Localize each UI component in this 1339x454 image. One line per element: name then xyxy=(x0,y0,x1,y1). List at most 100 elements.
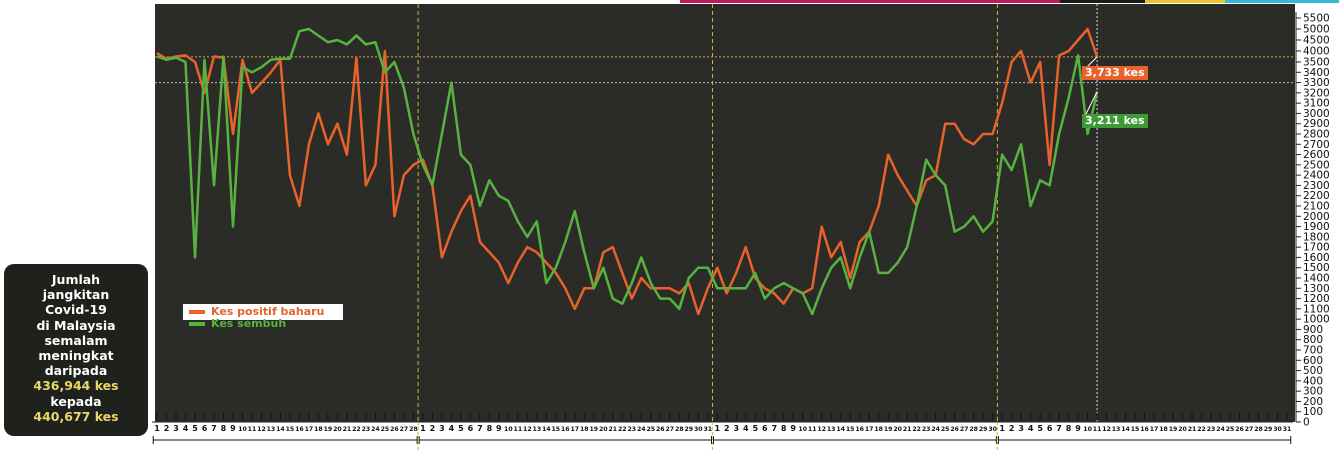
x-tick-label: 7 xyxy=(771,424,777,433)
x-tick-label: 22 xyxy=(1197,426,1206,433)
y-tick-label: 3400 xyxy=(1303,67,1330,79)
top-bar-dark xyxy=(1060,0,1145,3)
x-tick-label: 5 xyxy=(1037,424,1043,433)
x-tick-label: 20 xyxy=(599,426,608,433)
legend-swatch-positive xyxy=(189,310,205,314)
x-tick-label: 9 xyxy=(790,424,796,433)
legend-item-positive: Kes positif baharu xyxy=(189,306,337,318)
legend-label-positive: Kes positif baharu xyxy=(211,305,325,318)
x-tick-label: 27 xyxy=(665,426,674,433)
y-tick-label: 1200 xyxy=(1303,293,1330,305)
y-tick-label: 1400 xyxy=(1303,273,1330,285)
x-tick-label: 17 xyxy=(1150,426,1159,433)
x-tick-label: 30 xyxy=(694,426,703,433)
x-tick-label: 13 xyxy=(533,426,542,433)
y-tick-label: 1700 xyxy=(1303,242,1330,254)
x-tick-label: 1 xyxy=(999,424,1005,433)
x-tick-label: 25 xyxy=(1226,426,1235,433)
x-tick-label: 10 xyxy=(504,426,513,433)
x-tick-label: 27 xyxy=(960,426,969,433)
info-line: Jumlah xyxy=(51,272,101,287)
x-tick-label: 14 xyxy=(836,426,845,433)
y-tick-label: 1600 xyxy=(1303,252,1330,264)
x-tick-label: 8 xyxy=(487,424,493,433)
x-tick-label: 24 xyxy=(637,426,646,433)
x-tick-label: 4 xyxy=(743,424,749,433)
x-tick-label: 23 xyxy=(1207,426,1216,433)
x-tick-label: 21 xyxy=(903,426,912,433)
x-tick-label: 1 xyxy=(714,424,720,433)
x-tick-label: 26 xyxy=(390,426,399,433)
series-line-positive xyxy=(156,27,1099,316)
x-tick-label: 3 xyxy=(1018,424,1024,433)
x-tick-label: 20 xyxy=(1178,426,1187,433)
x-tick-label: 15 xyxy=(1131,426,1140,433)
x-tick-label: 13 xyxy=(1112,426,1121,433)
x-tick-label: 17 xyxy=(865,426,874,433)
y-tick-label: 2900 xyxy=(1303,118,1330,130)
chart-legend: Kes positif baharu Kes sembuh xyxy=(183,304,343,330)
y-tick-label: 1500 xyxy=(1303,262,1330,274)
x-tick-label: 19 xyxy=(884,426,893,433)
x-tick-label: 3 xyxy=(733,424,739,433)
x-tick-label: 18 xyxy=(874,426,883,433)
info-line: Covid-19 xyxy=(45,302,107,318)
x-tick-label: 16 xyxy=(855,426,864,433)
x-tick-label: 1 xyxy=(420,424,426,433)
x-tick-label: 2 xyxy=(430,424,436,433)
callout-pointer-recovered xyxy=(1083,91,1098,119)
x-tick-label: 12 xyxy=(817,426,826,433)
y-tick-label: 3500 xyxy=(1303,57,1330,69)
x-tick-label: 29 xyxy=(1264,426,1273,433)
x-tick-label: 12 xyxy=(1102,426,1111,433)
info-line: di Malaysia xyxy=(36,317,116,333)
info-line: meningkat xyxy=(38,348,114,364)
x-tick-label: 5 xyxy=(752,424,758,433)
x-tick-label: 17 xyxy=(305,426,314,433)
info-box: Jumlah jangkitan Covid-19 di Malaysia se… xyxy=(4,264,148,436)
y-tick-label: 2800 xyxy=(1303,129,1330,141)
x-tick-label: 16 xyxy=(295,426,304,433)
x-tick-label: 14 xyxy=(276,426,285,433)
x-tick-label: 21 xyxy=(343,426,352,433)
x-tick-label: 23 xyxy=(922,426,931,433)
y-tick-label: 200 xyxy=(1303,396,1323,408)
y-tick-label: 1100 xyxy=(1303,303,1330,315)
x-tick-label: 26 xyxy=(1235,426,1244,433)
x-tick-label: 14 xyxy=(542,426,551,433)
x-tick-label: 25 xyxy=(646,426,655,433)
callout-positive: 3,733 kes xyxy=(1082,66,1148,80)
y-tick-label: 400 xyxy=(1303,375,1323,387)
top-bar-magenta xyxy=(680,0,1060,3)
x-tick-label: 27 xyxy=(400,426,409,433)
x-tick-label: 25 xyxy=(381,426,390,433)
info-value-to: 440,677 kes xyxy=(33,408,119,424)
x-tick-label: 7 xyxy=(211,424,217,433)
x-tick-label: 31 xyxy=(1283,426,1292,433)
y-tick-label: 2000 xyxy=(1303,211,1330,223)
x-tick-label: 18 xyxy=(314,426,323,433)
y-tick-label: 100 xyxy=(1303,406,1323,418)
x-tick-label: 19 xyxy=(324,426,333,433)
y-tick-label: 4500 xyxy=(1303,35,1330,47)
x-tick-label: 11 xyxy=(808,426,817,433)
x-tick-label: 28 xyxy=(969,426,978,433)
legend-item-recovered: Kes sembuh xyxy=(189,318,337,330)
x-tick-label: 10 xyxy=(1083,426,1092,433)
y-tick-label: 5000 xyxy=(1303,24,1330,36)
y-tick-label: 5500 xyxy=(1303,13,1330,25)
callout-recovered: 3,211 kes xyxy=(1082,114,1148,128)
x-tick-label: 11 xyxy=(248,426,257,433)
x-tick-label: 18 xyxy=(580,426,589,433)
x-tick-label: 24 xyxy=(931,426,940,433)
x-tick-label: 30 xyxy=(1273,426,1282,433)
x-tick-label: 29 xyxy=(684,426,693,433)
x-tick-label: 25 xyxy=(941,426,950,433)
y-tick-label: 3100 xyxy=(1303,98,1330,110)
x-tick-label: 3 xyxy=(439,424,445,433)
x-tick-label: 6 xyxy=(762,424,768,433)
y-tick-label: 1000 xyxy=(1303,314,1330,326)
y-tick-label: 1900 xyxy=(1303,221,1330,233)
y-tick-label: 300 xyxy=(1303,386,1323,398)
x-tick-label: 4 xyxy=(183,424,189,433)
